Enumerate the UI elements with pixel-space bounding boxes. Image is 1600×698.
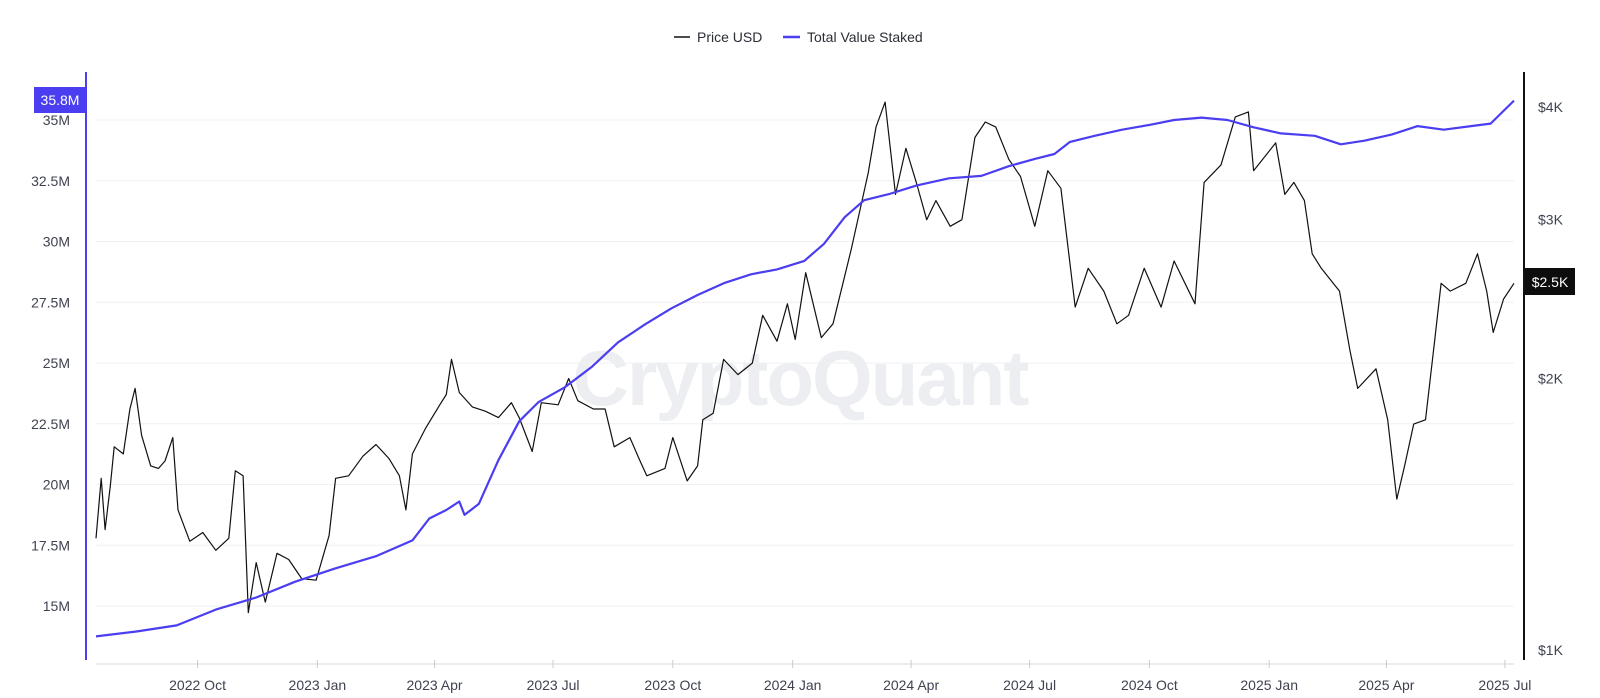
right-tick-label: $2K [1538, 371, 1564, 387]
right-tick-label: $1K [1538, 642, 1564, 658]
x-tick-label: 2025 Jul [1478, 677, 1531, 693]
right-tick-label: $4K [1538, 99, 1564, 115]
right-badge-bg [1525, 268, 1575, 295]
left-tick-label: 27.5M [31, 294, 70, 310]
left-tick-label: 32.5M [31, 173, 70, 189]
left-axis-ticks: 15M 17.5M 20M 22.5M 25M 27.5M 30M 32.5M 35M [31, 112, 70, 614]
price-usd-line [95, 101, 1515, 614]
x-tick-label: 2023 Apr [407, 677, 463, 693]
x-tick-label: 2023 Oct [644, 677, 701, 693]
right-badge-text: $2.5K [1532, 274, 1569, 290]
watermark: CryptoQuant [573, 334, 1030, 422]
legend-staked-label: Total Value Staked [807, 29, 923, 45]
left-tick-label: 22.5M [31, 416, 70, 432]
x-tick-label: 2024 Jan [764, 677, 822, 693]
left-value-badge: 35.8M [34, 87, 86, 113]
legend: Price USD Total Value Staked [674, 29, 923, 45]
x-tick-label: 2023 Jul [527, 677, 580, 693]
left-badge-bg [34, 87, 86, 113]
grid-lines [96, 119, 1514, 607]
left-tick-label: 17.5M [31, 537, 70, 553]
right-value-badge: $2.5K [1525, 268, 1575, 295]
series-lines [95, 99, 1515, 638]
legend-price-label: Price USD [697, 29, 762, 45]
x-tick-label: 2022 Oct [169, 677, 226, 693]
total-value-staked-line [95, 99, 1515, 638]
left-badge-text: 35.8M [41, 92, 80, 108]
right-tick-label: $3K [1538, 212, 1564, 228]
x-tick-label: 2024 Apr [883, 677, 939, 693]
left-tick-label: 35M [43, 112, 70, 128]
left-tick-label: 25M [43, 355, 70, 371]
right-axis-ticks: $1K $2K $3K $4K [1538, 99, 1564, 658]
x-tick-label: 2025 Jan [1240, 677, 1298, 693]
x-tick-label: 2023 Jan [289, 677, 347, 693]
x-tick-label: 2024 Jul [1003, 677, 1056, 693]
left-tick-label: 15M [43, 598, 70, 614]
x-tick-label: 2025 Apr [1358, 677, 1414, 693]
left-tick-label: 20M [43, 477, 70, 493]
x-axis-ticks: 2022 Oct 2023 Jan 2023 Apr 2023 Jul 2023 Oct… [169, 660, 1531, 693]
x-tick-label: 2024 Oct [1121, 677, 1178, 693]
left-tick-label: 30M [43, 234, 70, 250]
